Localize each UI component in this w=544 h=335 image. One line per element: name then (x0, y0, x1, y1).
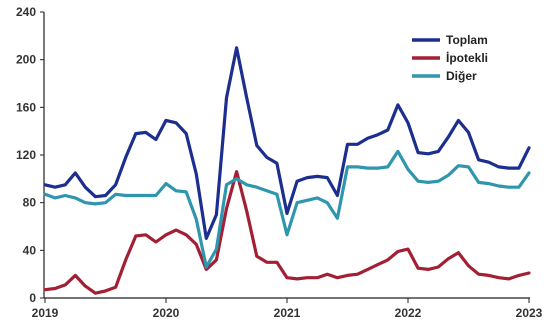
x-tick-label: 2022 (395, 306, 422, 320)
legend: Toplam İpotekli Diğer (412, 33, 488, 83)
series-line-1 (43, 46, 531, 240)
tick-labels: 0 40 80 120 160 200 240 2019 2020 2021 2022 2023 (16, 5, 543, 320)
legend-label: Diğer (446, 69, 477, 83)
x-tick-label: 2023 (516, 306, 543, 320)
y-tick-label: 0 (29, 291, 36, 305)
y-tick-label: 240 (16, 5, 36, 19)
y-tick-label: 200 (16, 53, 36, 67)
x-tick-label: 2021 (274, 306, 301, 320)
y-tick-label: 160 (16, 100, 36, 114)
legend-label: Toplam (446, 33, 488, 47)
series-line-3 (43, 149, 531, 269)
x-tick-label: 2019 (32, 306, 59, 320)
series-line-2 (43, 170, 531, 295)
series-lines (43, 46, 531, 295)
y-tick-label: 120 (16, 148, 36, 162)
x-tick-label: 2020 (153, 306, 180, 320)
y-tick-label: 40 (23, 243, 37, 257)
y-tick-label: 80 (23, 196, 37, 210)
legend-label: İpotekli (446, 50, 488, 65)
